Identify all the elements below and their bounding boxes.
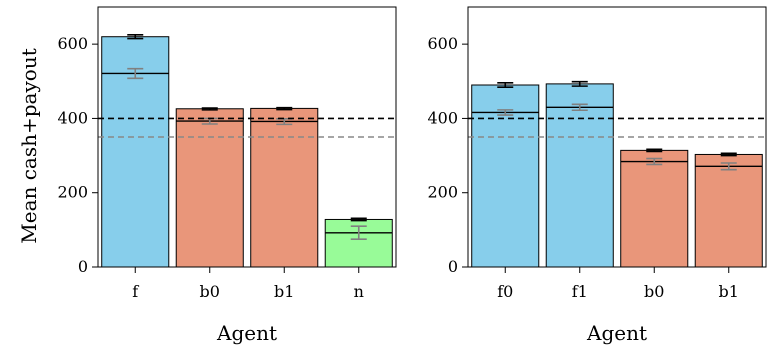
x-axis-title-left: Agent [216, 321, 277, 345]
panel-1-bar-b1 [250, 107, 319, 268]
panel-2-x-tick-label-f0: f0 [497, 282, 513, 301]
y-axis-title: Mean cash+payout [17, 48, 41, 244]
panel-1-y-tick-label-0: 0 [78, 257, 88, 276]
panel-2-bar-b0 [620, 149, 689, 268]
x-axis-title-right: Agent [586, 321, 647, 345]
panel-2-x-tick-label-f1: f1 [572, 282, 588, 301]
panel-2-y-tick-label-400: 400 [427, 108, 458, 127]
panel-2-plot-frame [467, 6, 767, 268]
panel-2-bar-f1 [545, 83, 614, 268]
panel-1-x-tick-label-f: f [132, 282, 139, 301]
panel-1-y-tick-label-400: 400 [57, 108, 88, 127]
panel-2-y-tick-label-200: 200 [427, 183, 458, 202]
panel-1-x-tick-label-n: n [354, 282, 364, 301]
panel-1-y-tick-label-600: 600 [57, 34, 88, 53]
panel-2-x-tick-label-b1: b1 [719, 282, 739, 301]
panel-2-y-tick-label-600: 600 [427, 34, 458, 53]
panel-1-bar-b0 [175, 108, 244, 268]
panel-2-bar-b1 [694, 153, 763, 268]
panel-1-plot-frame [97, 6, 397, 268]
panel-1-x-tick-label-b0: b0 [200, 282, 220, 301]
panel-2-x-tick-label-b0: b0 [644, 282, 664, 301]
panel-2-y-tick-label-0: 0 [448, 257, 458, 276]
panel-1-y-tick-label-200: 200 [57, 183, 88, 202]
panel-1-x-tick-label-b1: b1 [274, 282, 294, 301]
